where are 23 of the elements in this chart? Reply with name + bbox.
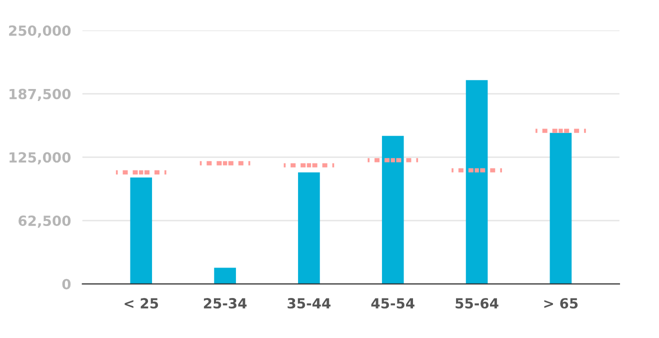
x-tick-label: 55-64 xyxy=(456,298,498,309)
y-tick-label: 0 xyxy=(62,278,71,290)
bar xyxy=(298,172,320,284)
bar xyxy=(466,80,488,284)
x-tick-label: 25-34 xyxy=(204,298,247,309)
point xyxy=(558,128,563,133)
point xyxy=(306,163,312,168)
x-tick-label: 35-44 xyxy=(288,298,331,309)
bar xyxy=(214,268,236,284)
x-tick-label: 45-54 xyxy=(371,298,414,309)
bar xyxy=(382,136,404,284)
y-tick-label: 187,500 xyxy=(10,88,71,102)
point xyxy=(222,161,228,166)
x-tick-label: > 65 xyxy=(544,298,578,309)
y-tick-label: 250,000 xyxy=(9,25,71,38)
point xyxy=(139,170,144,174)
point xyxy=(390,158,395,162)
x-tick-label: < 25 xyxy=(124,298,158,309)
y-tick-label: 62,500 xyxy=(18,216,71,228)
bar xyxy=(550,132,572,284)
bar xyxy=(130,177,152,284)
y-tick-label: 125,000 xyxy=(10,152,71,164)
point xyxy=(474,168,479,172)
